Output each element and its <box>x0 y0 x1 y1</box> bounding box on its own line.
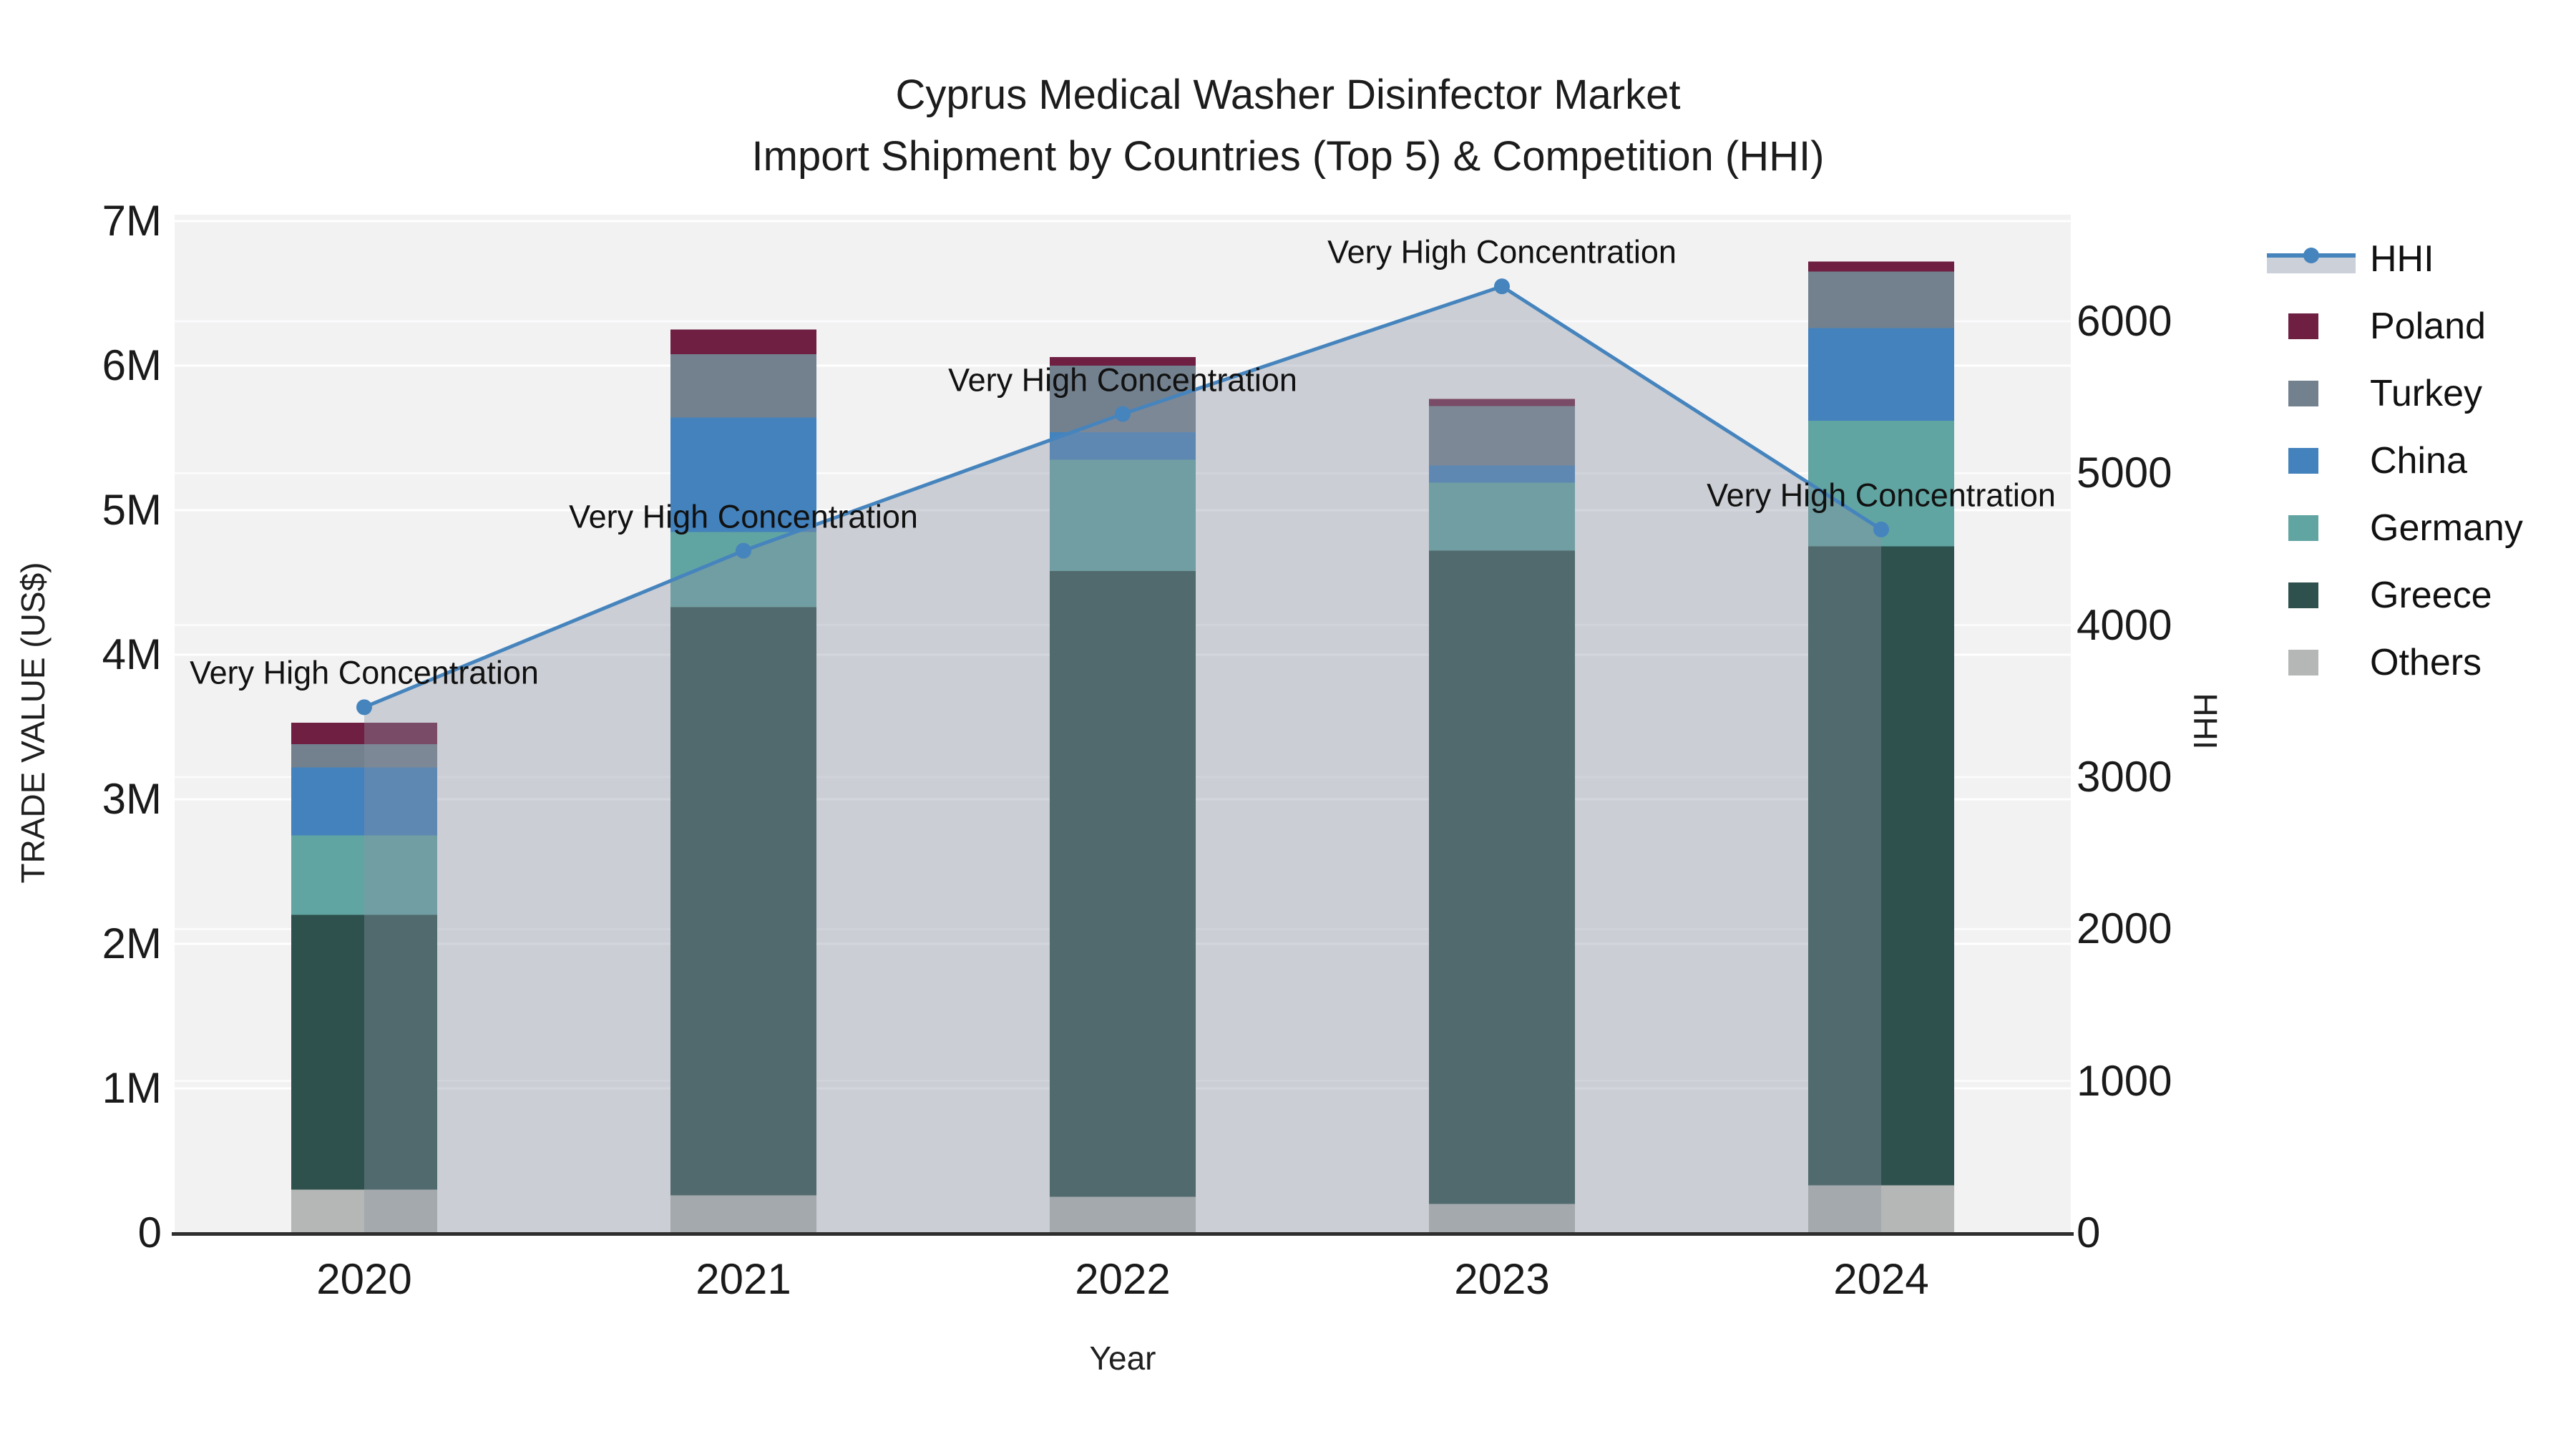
x-tick-2023: 2023 <box>1454 1255 1550 1303</box>
bar-segment-poland-2021[interactable] <box>670 329 816 354</box>
bar-segment-germany-2022[interactable] <box>1050 459 1196 571</box>
y-right-axis-title: HHI <box>2187 693 2224 750</box>
bar-segment-greece-2022[interactable] <box>1050 570 1196 1197</box>
legend-label-hhi: HHI <box>2370 238 2434 280</box>
legend-swatch-greece <box>2288 582 2318 608</box>
bar-segment-turkey-2020[interactable] <box>291 744 437 768</box>
bar-segment-others-2020[interactable] <box>291 1189 437 1233</box>
bar-segment-others-2021[interactable] <box>670 1195 816 1233</box>
hhi-line-icon <box>2267 246 2356 273</box>
bar-segment-others-2024[interactable] <box>1808 1185 1954 1233</box>
legend-label-greece: Greece <box>2370 575 2492 616</box>
y-right-tick-1000: 1000 <box>2077 1056 2172 1105</box>
annotation-2021: Very High Concentration <box>569 498 918 535</box>
y-left-tick-2M: 2M <box>102 919 162 967</box>
bar-segment-others-2023[interactable] <box>1429 1204 1575 1233</box>
annotation-2024: Very High Concentration <box>1707 477 2056 514</box>
hhi-area-fill <box>364 286 1881 1234</box>
legend-swatch-china <box>2288 448 2318 474</box>
bar-segment-poland-2023[interactable] <box>1429 399 1575 406</box>
chart-title-line2: Import Shipment by Countries (Top 5) & C… <box>751 133 1825 180</box>
annotation-2023: Very High Concentration <box>1327 233 1677 270</box>
hhi-marker-2021[interactable] <box>736 542 751 559</box>
annotation-2022: Very High Concentration <box>948 361 1297 399</box>
bar-segment-china-2024[interactable] <box>1808 328 1954 421</box>
bar-segment-greece-2023[interactable] <box>1429 550 1575 1204</box>
legend-swatch-turkey <box>2288 381 2318 406</box>
y-left-tick-6M: 6M <box>102 341 162 389</box>
hhi-marker-2020[interactable] <box>356 699 372 716</box>
y-left-tick-0: 0 <box>137 1209 162 1257</box>
bar-segment-greece-2024[interactable] <box>1808 546 1954 1186</box>
bar-segment-china-2020[interactable] <box>291 767 437 836</box>
chart-title-line1: Cyprus Medical Washer Disinfector Market <box>895 72 1681 118</box>
legend-swatch-poland <box>2288 313 2318 339</box>
legend-label-others: Others <box>2370 642 2482 683</box>
x-axis-title: Year <box>1089 1340 1156 1377</box>
bar-segment-greece-2020[interactable] <box>291 914 437 1190</box>
y-left-axis-title: TRADE VALUE (US$) <box>14 562 52 884</box>
x-tick-2021: 2021 <box>696 1255 791 1303</box>
legend-label-poland: Poland <box>2370 306 2486 347</box>
bar-segment-poland-2020[interactable] <box>291 722 437 745</box>
y-left-tick-7M: 7M <box>102 197 162 245</box>
bar-segment-greece-2021[interactable] <box>670 607 816 1196</box>
y-right-tick-5000: 5000 <box>2077 449 2172 497</box>
bar-segment-china-2023[interactable] <box>1429 465 1575 483</box>
bar-segment-turkey-2021[interactable] <box>670 353 816 418</box>
legend-label-turkey: Turkey <box>2370 373 2482 414</box>
bar-segment-turkey-2023[interactable] <box>1429 406 1575 466</box>
legend-label-germany: Germany <box>2370 507 2523 549</box>
legend-swatch-germany <box>2288 515 2318 541</box>
x-tick-2020: 2020 <box>316 1255 412 1303</box>
bar-segment-poland-2024[interactable] <box>1808 261 1954 272</box>
bar-segment-others-2022[interactable] <box>1050 1196 1196 1234</box>
y-right-tick-3000: 3000 <box>2077 753 2172 801</box>
y-right-tick-6000: 6000 <box>2077 297 2172 346</box>
bar-segment-turkey-2024[interactable] <box>1808 271 1954 328</box>
y-right-tick-2000: 2000 <box>2077 904 2172 953</box>
y-left-tick-1M: 1M <box>102 1064 162 1112</box>
y-right-tick-0: 0 <box>2077 1209 2101 1257</box>
bar-segment-china-2022[interactable] <box>1050 431 1196 460</box>
hhi-dot-icon <box>2303 248 2319 263</box>
y-left-tick-5M: 5M <box>102 486 162 534</box>
hhi-marker-2022[interactable] <box>1115 406 1131 422</box>
y-right-tick-4000: 4000 <box>2077 600 2172 649</box>
y-left-tick-4M: 4M <box>102 630 162 678</box>
bar-segment-china-2021[interactable] <box>670 417 816 532</box>
y-left-tick-3M: 3M <box>102 775 162 823</box>
hhi-marker-2023[interactable] <box>1494 278 1510 295</box>
legend-label-china: China <box>2370 440 2467 482</box>
x-tick-2024: 2024 <box>1833 1255 1929 1303</box>
bar-segment-poland-2022[interactable] <box>1050 356 1196 366</box>
bar-segment-germany-2020[interactable] <box>291 835 437 915</box>
x-tick-2022: 2022 <box>1075 1255 1171 1303</box>
annotation-2020: Very High Concentration <box>190 654 539 691</box>
bar-segment-germany-2023[interactable] <box>1429 482 1575 551</box>
hhi-marker-2024[interactable] <box>1873 521 1889 537</box>
legend-swatch-others <box>2288 650 2318 675</box>
